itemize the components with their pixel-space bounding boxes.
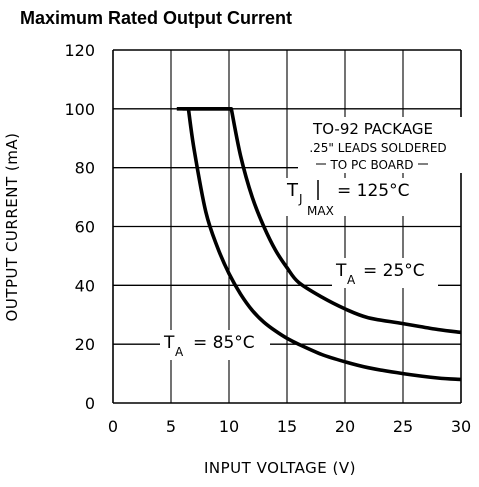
y-tick-label: 0 bbox=[85, 394, 95, 413]
ta25-sub: A bbox=[347, 273, 356, 287]
y-tick-label: 60 bbox=[75, 218, 95, 237]
y-tick-label: 20 bbox=[75, 335, 95, 354]
y-tick-label: 120 bbox=[64, 41, 95, 60]
package-line1: TO-92 PACKAGE bbox=[312, 120, 433, 138]
x-axis-label: INPUT VOLTAGE (V) bbox=[204, 459, 356, 477]
ta25-t: T bbox=[335, 261, 347, 281]
tj-value: = 125°C bbox=[337, 181, 409, 201]
y-axis-label: OUTPUT CURRENT (mA) bbox=[3, 133, 21, 322]
package-line2: .25" LEADS SOLDERED bbox=[309, 141, 446, 155]
series-line-ta-85c bbox=[186, 108, 462, 382]
x-tick-label: 10 bbox=[219, 417, 239, 436]
grid bbox=[112, 49, 462, 404]
ta85-t: T bbox=[163, 333, 175, 353]
ta85-sub: A bbox=[175, 345, 184, 359]
tj-t: T bbox=[286, 180, 299, 201]
y-tick-label: 100 bbox=[64, 100, 95, 119]
ta25-value: = 25°C bbox=[363, 261, 425, 281]
series-line-ta-25c bbox=[182, 107, 462, 335]
x-tick-label: 5 bbox=[166, 417, 176, 436]
ta25-label-bg bbox=[332, 258, 438, 288]
y-tick-labels: 0 20 40 60 80 100 120 bbox=[64, 41, 95, 413]
x-tick-label: 0 bbox=[108, 417, 118, 436]
tj-sub-max: MAX bbox=[307, 204, 334, 218]
x-tick-label: 20 bbox=[335, 417, 355, 436]
series-lines bbox=[176, 107, 462, 382]
x-tick-label: 30 bbox=[451, 417, 471, 436]
tj-label-bg bbox=[284, 178, 454, 216]
y-tick-label: 80 bbox=[75, 159, 95, 178]
x-tick-labels: 0 5 10 15 20 25 30 bbox=[108, 417, 471, 436]
chart-title: Maximum Rated Output Current bbox=[20, 8, 292, 28]
x-tick-label: 25 bbox=[393, 417, 413, 436]
tj-sub-j: J bbox=[298, 192, 303, 206]
y-tick-label: 40 bbox=[75, 276, 95, 295]
package-line3: TO PC BOARD bbox=[329, 158, 413, 172]
x-tick-label: 15 bbox=[277, 417, 297, 436]
ta85-label-bg bbox=[160, 330, 270, 360]
ta85-value: = 85°C bbox=[193, 333, 255, 353]
